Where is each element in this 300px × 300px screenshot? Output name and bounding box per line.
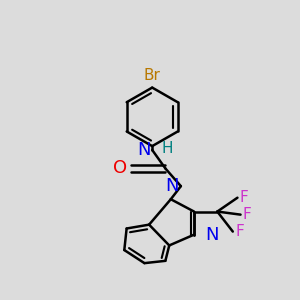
Text: N: N [166, 177, 179, 195]
Text: N: N [205, 226, 218, 244]
Text: F: F [243, 207, 252, 222]
Text: N: N [137, 141, 151, 159]
Text: Br: Br [144, 68, 160, 83]
Text: F: F [240, 190, 248, 205]
Text: H: H [161, 141, 173, 156]
Text: O: O [113, 159, 128, 177]
Text: F: F [235, 224, 244, 239]
